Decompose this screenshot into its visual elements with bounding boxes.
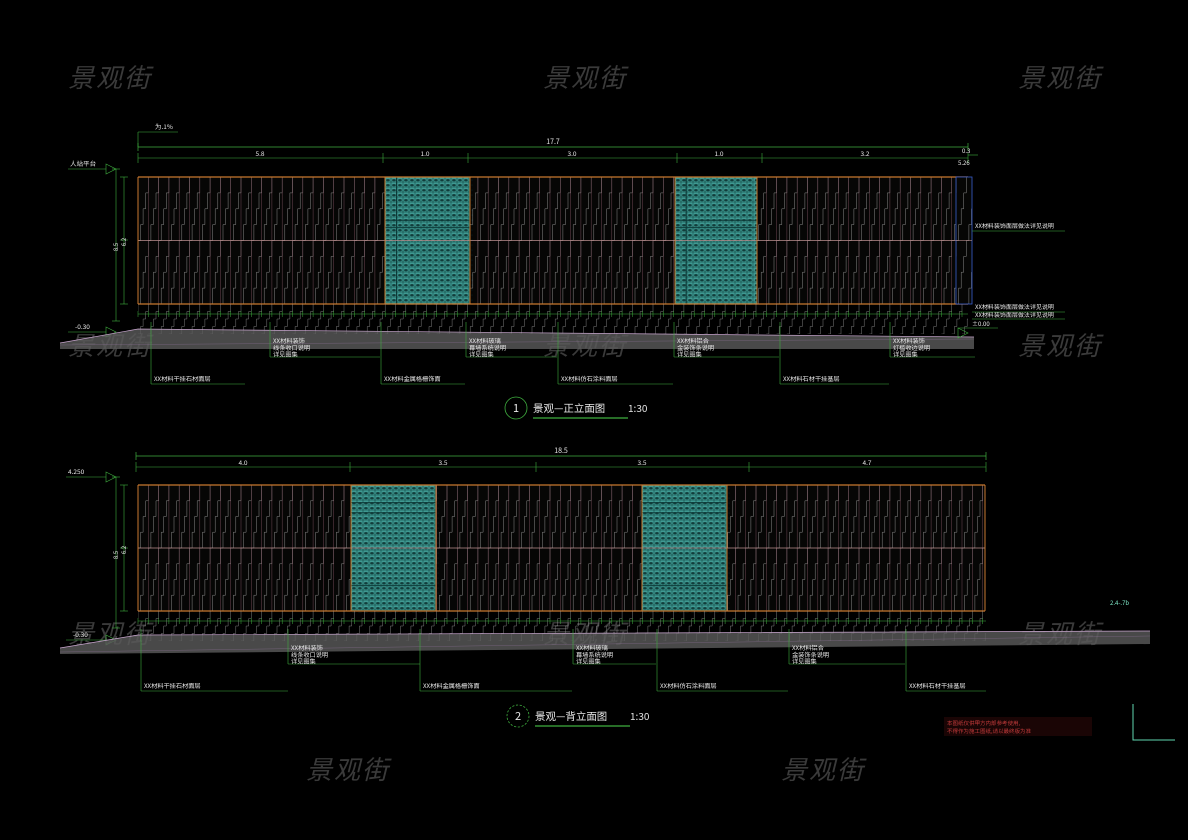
svg-text:-0.30: -0.30 xyxy=(73,629,88,639)
svg-text:XX材料装饰面层做法详见说明: XX材料装饰面层做法详见说明 xyxy=(975,310,1054,319)
svg-text:1:30: 1:30 xyxy=(628,400,648,415)
svg-text:详见图集: 详见图集 xyxy=(273,350,299,359)
svg-text:2.4-.7b: 2.4-.7b xyxy=(1110,598,1129,607)
svg-text:XX材料仿石涂料面层: XX材料仿石涂料面层 xyxy=(561,374,618,383)
svg-text:4.0: 4.0 xyxy=(238,457,247,467)
svg-text:XX材料石材干挂基层: XX材料石材干挂基层 xyxy=(783,374,840,383)
svg-text:景观—背立面图: 景观—背立面图 xyxy=(535,709,607,724)
svg-text:不得作为施工图纸,请以最终版为准: 不得作为施工图纸,请以最终版为准 xyxy=(947,727,1032,735)
svg-text:XX材料干挂石材面层: XX材料干挂石材面层 xyxy=(154,374,211,383)
svg-text:±0.00: ±0.00 xyxy=(972,319,990,328)
svg-text:2: 2 xyxy=(515,708,521,724)
svg-text:详见图集: 详见图集 xyxy=(677,350,703,359)
svg-text:5.26: 5.26 xyxy=(958,158,970,167)
svg-text:3.2: 3.2 xyxy=(860,148,869,158)
svg-text:本图纸仅供甲方内部参考使用,: 本图纸仅供甲方内部参考使用, xyxy=(947,719,1021,727)
svg-text:6.2: 6.2 xyxy=(119,545,128,554)
svg-text:4.250: 4.250 xyxy=(68,466,85,476)
svg-text:XX材料装饰面层做法详见说明: XX材料装饰面层做法详见说明 xyxy=(975,221,1054,230)
svg-text:6.2: 6.2 xyxy=(119,237,128,246)
svg-text:-0.30: -0.30 xyxy=(75,321,90,331)
svg-text:XX材料仿石涂料面层: XX材料仿石涂料面层 xyxy=(660,681,717,690)
svg-text:4.7: 4.7 xyxy=(862,457,871,467)
svg-text:1.0: 1.0 xyxy=(714,148,723,158)
svg-text:1:30: 1:30 xyxy=(630,708,650,723)
svg-text:详见图集: 详见图集 xyxy=(469,350,495,359)
svg-text:8.5: 8.5 xyxy=(111,550,120,559)
svg-text:8.5: 8.5 xyxy=(111,242,120,251)
svg-text:0.3: 0.3 xyxy=(962,146,970,155)
svg-text:详见图集: 详见图集 xyxy=(291,657,317,666)
svg-text:3.0: 3.0 xyxy=(567,148,576,158)
svg-text:18.5: 18.5 xyxy=(554,446,568,456)
svg-text:1: 1 xyxy=(513,400,519,416)
svg-text:3.5: 3.5 xyxy=(637,457,646,467)
svg-text:XX材料金属格栅饰面: XX材料金属格栅饰面 xyxy=(384,374,441,383)
svg-text:为.1%: 为.1% xyxy=(155,121,173,131)
svg-text:5.8: 5.8 xyxy=(255,148,264,158)
svg-text:人站平台: 人站平台 xyxy=(70,158,96,168)
svg-text:详见图集: 详见图集 xyxy=(893,350,919,359)
svg-text:详见图集: 详见图集 xyxy=(576,657,602,666)
svg-text:XX材料金属格栅饰面: XX材料金属格栅饰面 xyxy=(423,681,480,690)
svg-text:3.5: 3.5 xyxy=(438,457,447,467)
svg-text:XX材料干挂石材面层: XX材料干挂石材面层 xyxy=(144,681,201,690)
svg-text:XX材料石材干挂基层: XX材料石材干挂基层 xyxy=(909,681,966,690)
svg-text:17.7: 17.7 xyxy=(546,137,560,147)
svg-text:景观—正立面图: 景观—正立面图 xyxy=(533,401,605,416)
svg-text:详见图集: 详见图集 xyxy=(792,657,818,666)
svg-text:1.0: 1.0 xyxy=(420,148,429,158)
